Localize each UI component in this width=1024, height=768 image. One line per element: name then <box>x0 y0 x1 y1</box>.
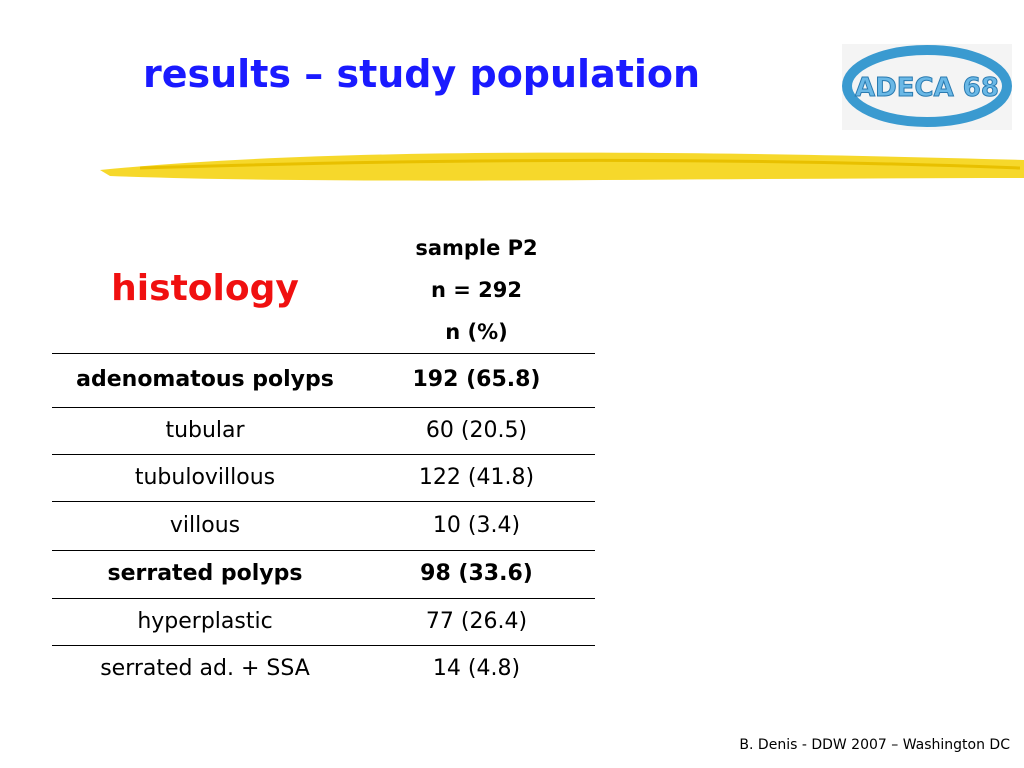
logo-ring <box>842 45 1012 127</box>
logo-text: ADECA 68 <box>855 73 999 103</box>
table-cell: hyperplastic <box>137 608 273 634</box>
slide-title: results – study population <box>143 52 701 96</box>
footer: B. Denis - DDW 2007 – Washington DC <box>739 737 1010 753</box>
row-rule <box>52 407 595 408</box>
table-cell: serrated polyps <box>107 561 303 586</box>
column-header: n (%) <box>445 320 508 344</box>
highlight-stroke-detail <box>139 158 1021 170</box>
table-cell: 122 (41.8) <box>418 464 535 490</box>
table-cell: 192 (65.8) <box>412 367 541 392</box>
row-rule <box>52 645 595 646</box>
table-cell: serrated ad. + SSA <box>100 655 310 681</box>
table-cell: 98 (33.6) <box>420 561 533 586</box>
table-cell: 14 (4.8) <box>432 655 521 681</box>
header-rule <box>52 353 595 354</box>
row-rule <box>52 550 595 551</box>
column-header: n = 292 <box>430 278 522 302</box>
table-cell: 60 (20.5) <box>425 417 528 443</box>
column-header: sample P2 <box>415 236 538 260</box>
row-rule <box>52 598 595 599</box>
highlight-stroke <box>100 152 1024 181</box>
table-cell: adenomatous polyps <box>76 367 334 392</box>
table-cell: tubular <box>165 417 245 443</box>
row-rule <box>52 501 595 502</box>
table-cell: 10 (3.4) <box>432 512 521 538</box>
row-header: histology <box>111 268 299 309</box>
row-rule <box>52 454 595 455</box>
table-cell: villous <box>169 512 241 538</box>
table-cell: tubulovillous <box>134 464 276 490</box>
table-cell: 77 (26.4) <box>425 608 528 634</box>
